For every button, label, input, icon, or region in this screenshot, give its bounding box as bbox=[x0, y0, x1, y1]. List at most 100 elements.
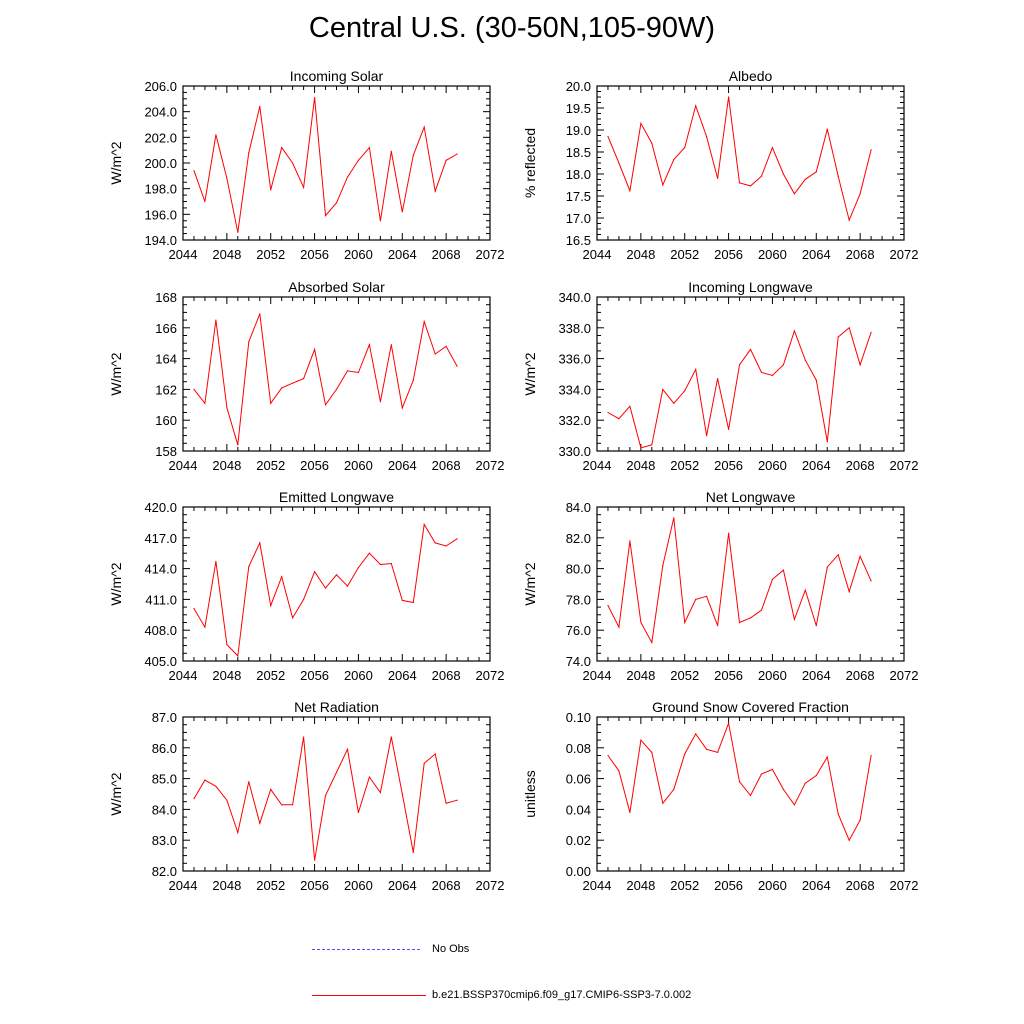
x-tick-label: 2068 bbox=[432, 668, 461, 683]
data-point bbox=[423, 523, 425, 526]
data-point bbox=[662, 388, 664, 390]
data-point bbox=[314, 97, 316, 99]
panel-title: Net Radiation bbox=[294, 699, 379, 715]
legend-model-label: b.e21.BSSP370cmip6.f09_g17.CMIP6-SSP3-7.… bbox=[432, 989, 692, 1001]
data-point bbox=[728, 428, 730, 430]
panel-title: Ground Snow Covered Fraction bbox=[652, 699, 849, 715]
x-tick-label: 2064 bbox=[388, 247, 417, 262]
data-point bbox=[346, 748, 349, 750]
y-tick-label: 74.0 bbox=[566, 654, 591, 669]
panel-5: Emitted Longwave W/m^2 2044 2048 2052 2056 206… bbox=[108, 489, 504, 683]
data-point bbox=[379, 791, 381, 794]
data-point bbox=[706, 595, 708, 597]
panel-3: Absorbed Solar W/m^2 2044 2048 2052 2056 2060 2… bbox=[108, 279, 504, 473]
x-tick-label: 2048 bbox=[212, 458, 241, 473]
data-point bbox=[445, 802, 447, 804]
y-tick-label: 86.0 bbox=[152, 741, 177, 756]
x-tick-label: 2064 bbox=[388, 458, 417, 473]
data-point bbox=[717, 177, 719, 179]
data-point bbox=[782, 364, 785, 366]
data-point bbox=[237, 444, 239, 446]
data-point bbox=[673, 517, 675, 519]
data-point bbox=[749, 348, 752, 350]
x-tick-label: 2068 bbox=[846, 458, 875, 473]
data-point bbox=[717, 378, 719, 380]
data-point bbox=[303, 598, 305, 601]
y-axis-label: W/m^2 bbox=[108, 352, 124, 395]
data-point bbox=[412, 154, 414, 156]
x-tick-label: 2060 bbox=[758, 247, 787, 262]
series-line bbox=[607, 96, 872, 222]
x-tick-label: 2068 bbox=[432, 878, 461, 893]
x-tick-label: 2068 bbox=[846, 878, 875, 893]
x-tick-label: 2072 bbox=[890, 668, 919, 683]
data-point bbox=[870, 580, 872, 582]
data-point bbox=[662, 564, 664, 567]
data-point bbox=[357, 371, 359, 374]
x-tick-label: 2068 bbox=[432, 247, 461, 262]
y-tick-label: 338.0 bbox=[558, 321, 591, 336]
x-tick-label: 2072 bbox=[476, 668, 505, 683]
y-tick-label: 332.0 bbox=[558, 413, 591, 428]
data-point bbox=[259, 105, 261, 108]
data-point bbox=[434, 190, 436, 192]
y-tick-label: 84.0 bbox=[152, 802, 177, 817]
panel-6: Net Longwave W/m^2 2044 2048 2052 2056 2060 206… bbox=[522, 489, 918, 683]
data-point bbox=[346, 176, 349, 178]
data-point bbox=[292, 804, 294, 806]
series-line bbox=[193, 97, 458, 233]
data-point bbox=[248, 781, 250, 783]
data-point bbox=[390, 736, 392, 738]
y-tick-label: 420.0 bbox=[144, 500, 177, 515]
data-point bbox=[804, 359, 806, 361]
data-point bbox=[629, 540, 631, 542]
y-tick-label: 336.0 bbox=[558, 352, 591, 367]
x-tick-label: 2072 bbox=[476, 878, 505, 893]
data-point bbox=[859, 819, 861, 821]
y-tick-label: 196.0 bbox=[144, 207, 177, 222]
y-tick-label: 0.06 bbox=[566, 772, 591, 787]
data-point bbox=[618, 626, 620, 628]
data-point bbox=[859, 193, 861, 195]
x-tick-label: 2044 bbox=[169, 247, 198, 262]
data-point bbox=[368, 552, 370, 554]
data-point bbox=[815, 171, 817, 173]
data-point bbox=[837, 336, 839, 338]
data-point bbox=[270, 605, 272, 607]
data-point bbox=[215, 785, 217, 787]
x-tick-label: 2056 bbox=[300, 668, 329, 683]
data-point bbox=[324, 794, 327, 797]
data-point bbox=[695, 598, 697, 601]
data-point bbox=[292, 382, 294, 384]
data-point bbox=[684, 147, 686, 149]
y-tick-label: 158 bbox=[155, 444, 177, 459]
y-axis-label: unitless bbox=[522, 770, 538, 817]
y-tick-label: 87.0 bbox=[152, 710, 177, 725]
x-tick-label: 2060 bbox=[344, 668, 373, 683]
data-point bbox=[401, 407, 403, 409]
data-point bbox=[193, 798, 195, 800]
data-point bbox=[618, 162, 620, 164]
x-tick-label: 2056 bbox=[714, 878, 743, 893]
data-point bbox=[717, 625, 719, 627]
data-point bbox=[859, 364, 861, 366]
y-tick-label: 168 bbox=[155, 290, 177, 305]
y-tick-label: 198.0 bbox=[144, 182, 177, 197]
data-point bbox=[204, 626, 206, 628]
data-point bbox=[749, 617, 752, 619]
y-tick-label: 194.0 bbox=[144, 233, 177, 248]
plot-frame bbox=[182, 85, 491, 241]
series-line bbox=[607, 326, 872, 449]
data-point bbox=[270, 788, 272, 791]
data-point bbox=[423, 126, 425, 128]
data-point bbox=[215, 560, 217, 563]
data-point bbox=[335, 574, 338, 576]
data-point bbox=[324, 215, 327, 217]
data-point bbox=[728, 96, 730, 98]
y-tick-label: 18.5 bbox=[566, 145, 591, 160]
data-point bbox=[303, 736, 305, 738]
data-point bbox=[303, 378, 305, 380]
data-point bbox=[640, 739, 642, 741]
y-tick-label: 85.0 bbox=[152, 772, 177, 787]
x-tick-label: 2060 bbox=[758, 458, 787, 473]
